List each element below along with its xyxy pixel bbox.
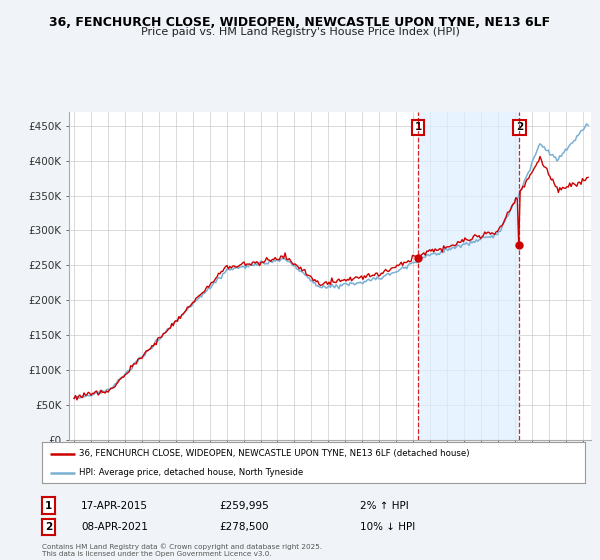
Text: 36, FENCHURCH CLOSE, WIDEOPEN, NEWCASTLE UPON TYNE, NE13 6LF (detached house): 36, FENCHURCH CLOSE, WIDEOPEN, NEWCASTLE… (79, 449, 469, 458)
Text: 10% ↓ HPI: 10% ↓ HPI (360, 522, 415, 532)
Text: 36, FENCHURCH CLOSE, WIDEOPEN, NEWCASTLE UPON TYNE, NE13 6LF: 36, FENCHURCH CLOSE, WIDEOPEN, NEWCASTLE… (49, 16, 551, 29)
Bar (418, 112, 520, 440)
Text: 2: 2 (44, 522, 52, 532)
Text: 17-APR-2015: 17-APR-2015 (81, 501, 148, 511)
Text: HPI: Average price, detached house, North Tyneside: HPI: Average price, detached house, Nort… (79, 468, 303, 477)
Text: £278,500: £278,500 (219, 522, 269, 532)
Text: 1: 1 (415, 122, 422, 132)
Text: £259,995: £259,995 (219, 501, 269, 511)
Text: Contains HM Land Registry data © Crown copyright and database right 2025.
This d: Contains HM Land Registry data © Crown c… (42, 544, 322, 557)
Text: 2% ↑ HPI: 2% ↑ HPI (360, 501, 409, 511)
Text: Price paid vs. HM Land Registry's House Price Index (HPI): Price paid vs. HM Land Registry's House … (140, 27, 460, 37)
Text: 2: 2 (515, 122, 523, 132)
Text: 1: 1 (44, 501, 52, 511)
Text: 08-APR-2021: 08-APR-2021 (81, 522, 148, 532)
